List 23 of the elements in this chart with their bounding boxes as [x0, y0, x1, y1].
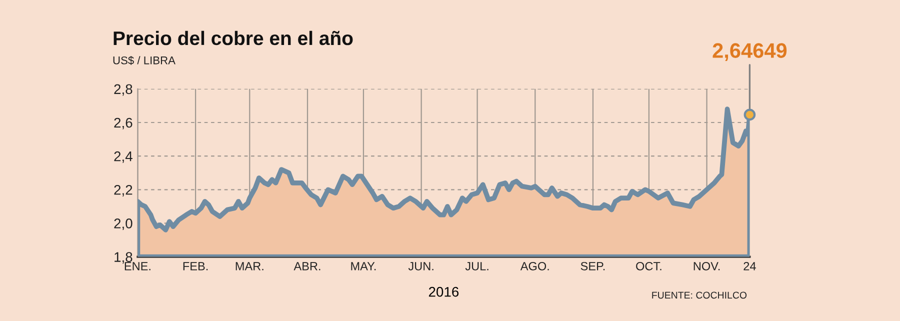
x-tick-label: OCT.	[636, 262, 662, 270]
x-tick-label: ABR.	[294, 262, 320, 270]
y-tick-label: 2,2	[114, 184, 132, 196]
source-note: FUENTE: COCHILCO	[652, 292, 747, 299]
x-tick-label: JUN.	[408, 262, 434, 270]
x-tick-label: NOV.	[694, 262, 720, 270]
annotation: 2,64649	[712, 43, 787, 61]
x-tick-label: FEB.	[183, 262, 208, 270]
y-tick-label: 2,0	[114, 218, 132, 230]
chart-subtitle: US$ / LIBRA	[113, 56, 176, 65]
x-tick-label: MAR.	[236, 262, 264, 270]
x-tick-label: SEP.	[580, 262, 605, 270]
x-tick-label: JUL.	[465, 262, 488, 270]
x-tick-label: AGO.	[520, 262, 549, 270]
chart-title: Precio del cobre en el año	[114, 30, 353, 46]
x-axis-title: 2016	[428, 286, 459, 297]
x-tick-label: ENE.	[124, 262, 150, 270]
y-tick-label: 1,8	[114, 252, 132, 264]
x-tick-label: MAY.	[351, 262, 376, 270]
y-tick-label: 2,8	[114, 84, 132, 96]
x-tick-label: 24	[744, 262, 756, 270]
y-tick-label: 2,4	[114, 151, 132, 163]
y-tick-label: 2,6	[114, 118, 132, 130]
